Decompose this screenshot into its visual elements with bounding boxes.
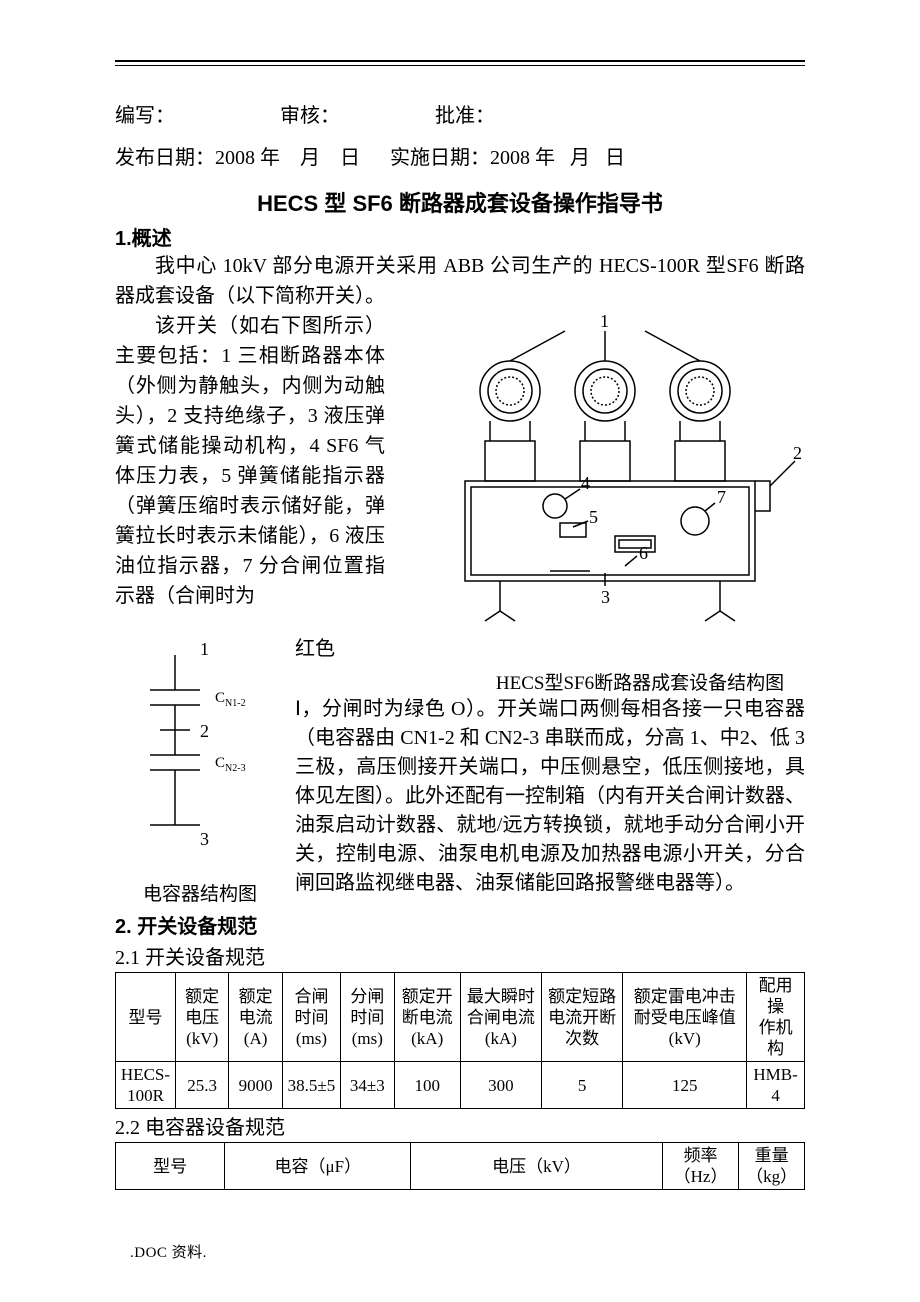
page-footer: .DOC 资料. [130,1241,207,1262]
capacitor-spec-table: 型号 电容（μF） 电压（kV） 频率（Hz） 重量（kg） [115,1142,805,1190]
t1-h9: 配用操作机构 [747,973,805,1062]
effective-label: 实施日期： [390,147,490,169]
cap-cn23: CN2-3 [215,755,246,774]
t2-h1: 电容（μF） [225,1143,411,1190]
fig-label-6: 6 [639,543,648,563]
document-title: HECS 型 SF6 断路器成套设备操作指导书 [115,186,805,218]
capacitor-row: 1 2 3 CN1-2 CN2-3 电容器结构图 红色 HECS型SF6断路器成… [115,635,805,906]
effective-year: 2008 [490,147,530,169]
year-unit-1: 年 [260,147,280,169]
signoff-line: 编写： 审核： 批准： [115,98,805,134]
fig-label-2: 2 [793,443,802,463]
fig-label-5: 5 [589,507,598,527]
document-page: 编写： 审核： 批准： 发布日期：2008 年 月 日 实施日期：2008 年 … [0,0,920,1302]
t1-c9: HMB-4 [747,1062,805,1109]
section-2-heading: 2. 开关设备规范 [115,910,805,939]
breaker-diagram-svg: 1 2 3 4 5 6 7 [405,311,805,631]
main-structure-figure: 1 2 3 4 5 6 7 [405,311,805,631]
t1-c7: 5 [542,1062,623,1109]
day-unit-2: 日 [605,147,625,169]
cap-label-2: 2 [200,721,209,741]
section-1-heading: 1.概述 [115,222,805,251]
section-1-p1: 我中心 10kV 部分电源开关采用 ABB 公司生产的 HECS-100R 型S… [115,251,805,311]
section-1-p2-left: 该开关（如右下图所示）主要包括：1 三相断路器本体（外侧为静触头，内侧为动触头）… [115,311,385,611]
publish-year: 2008 [215,147,255,169]
publish-label: 发布日期： [115,147,215,169]
text-figure-block: 该开关（如右下图所示）主要包括：1 三相断路器本体（外侧为静触头，内侧为动触头）… [115,311,805,631]
section-1-p2-cont: Ⅰ，分闸时为绿色 O）。开关端口两侧每相各接一只电容器（电容器由 CN1-2 和… [295,695,805,898]
t1-c4: 34±3 [341,1062,394,1109]
t1-h7: 额定短路电流开断次数 [542,973,623,1062]
section-1-p2-cont-text: Ⅰ，分闸时为绿色 O）。开关端口两侧每相各接一只电容器（电容器由 CN1-2 和… [295,698,805,894]
t1-c5: 100 [394,1062,460,1109]
year-unit-2: 年 [535,147,555,169]
month-unit-2: 月 [570,147,590,169]
day-unit-1: 日 [340,147,360,169]
reviewer-label: 审核： [280,98,430,134]
t1-h1: 额定电压(kV) [175,973,228,1062]
t1-c8: 125 [623,1062,747,1109]
fig-label-3: 3 [601,587,610,607]
t1-h4: 分闸时间(ms) [341,973,394,1062]
fig-label-4: 4 [581,473,590,493]
cap-cn12: CN1-2 [215,690,246,709]
capacitor-caption: 电容器结构图 [115,879,285,906]
t1-c0: HECS-100R [116,1062,176,1109]
t1-c2: 9000 [229,1062,282,1109]
section-1-p2-red: 红色 [295,635,805,664]
table-row: HECS-100R 25.3 9000 38.5±5 34±3 100 300 … [116,1062,805,1109]
t1-h6: 最大瞬时合闸电流(kA) [460,973,541,1062]
t2-h2: 电压（kV） [411,1143,663,1190]
capacitor-svg: 1 2 3 CN1-2 CN2-3 [120,635,280,875]
fig-label-1: 1 [600,311,609,331]
table-row: 型号 电容（μF） 电压（kV） 频率（Hz） 重量（kg） [116,1143,805,1190]
section-2-1-heading: 2.1 开关设备规范 [115,941,805,970]
t2-h0: 型号 [116,1143,225,1190]
right-text-continuation: 红色 HECS型SF6断路器成套设备结构图 Ⅰ，分闸时为绿色 O）。开关端口两侧… [295,635,805,898]
table-row: 型号 额定电压(kV) 额定电流(A) 合闸时间(ms) 分闸时间(ms) 额定… [116,973,805,1062]
cap-label-3: 3 [200,829,209,849]
top-rule [115,60,805,66]
t1-h3: 合闸时间(ms) [282,973,340,1062]
t2-h3: 频率（Hz） [662,1143,739,1190]
writer-label: 编写： [115,98,275,134]
main-figure-caption: HECS型SF6断路器成套设备结构图 [475,668,805,695]
cap-label-1: 1 [200,639,209,659]
capacitor-figure: 1 2 3 CN1-2 CN2-3 电容器结构图 [115,635,285,906]
approver-label: 批准： [435,98,495,134]
t2-h4: 重量（kg） [739,1143,805,1190]
month-unit-1: 月 [300,147,320,169]
t1-c1: 25.3 [175,1062,228,1109]
t1-c3: 38.5±5 [282,1062,340,1109]
t1-c6: 300 [460,1062,541,1109]
fig-label-7: 7 [717,487,726,507]
t1-h2: 额定电流(A) [229,973,282,1062]
left-text-column: 该开关（如右下图所示）主要包括：1 三相断路器本体（外侧为静触头，内侧为动触头）… [115,311,385,611]
t1-h5: 额定开断电流(kA) [394,973,460,1062]
dates-line: 发布日期：2008 年 月 日 实施日期：2008 年 月 日 [115,140,805,176]
t1-h8: 额定雷电冲击耐受电压峰值(kV) [623,973,747,1062]
section-2-2-heading: 2.2 电容器设备规范 [115,1111,805,1140]
switch-spec-table: 型号 额定电压(kV) 额定电流(A) 合闸时间(ms) 分闸时间(ms) 额定… [115,972,805,1109]
t1-h0: 型号 [116,973,176,1062]
